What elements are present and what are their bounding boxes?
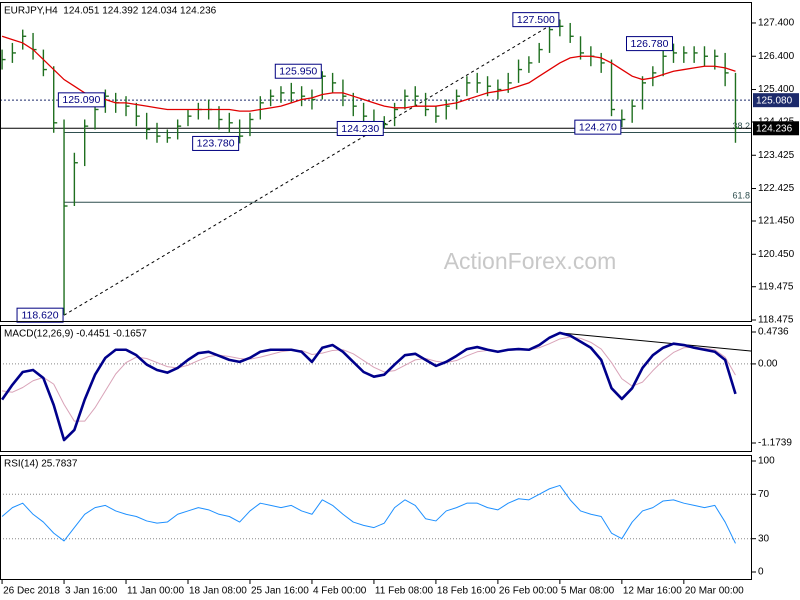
y-tick-label: 126.400 [758, 51, 795, 62]
trend-line [559, 332, 752, 352]
y-tick-label: 118.475 [758, 315, 794, 326]
level-label: 125.080 [756, 95, 793, 106]
annotation-label: 125.950 [279, 66, 317, 78]
x-tick-label: 5 Mar 08:00 [561, 586, 615, 597]
y-tick-label: 125.400 [758, 84, 795, 95]
annotation-label: 127.500 [517, 14, 555, 26]
indicator-line [2, 336, 736, 422]
indicator-line [1, 331, 737, 442]
x-tick-label: 26 Dec 2018 [3, 586, 60, 597]
watermark: ActionForex.com [444, 248, 617, 274]
annotation-box [57, 92, 105, 108]
annotation-label: 118.620 [21, 309, 58, 321]
annotation-box [192, 135, 240, 151]
y-tick-label: 127.400 [758, 18, 795, 29]
annotation-box [274, 63, 322, 79]
level-box [753, 121, 799, 136]
y-tick-label: 30 [758, 533, 770, 544]
x-tick-label: 11 Jan 00:00 [127, 586, 185, 597]
y-tick-label: 122.425 [758, 183, 795, 194]
annotation-box [336, 120, 384, 136]
panel-title: MACD(12,26,9) -0.4451 -0.1657 [4, 329, 147, 340]
panel [0, 331, 752, 442]
x-tick-label: 26 Feb 00:00 [499, 586, 558, 597]
y-tick-label: 0.00 [758, 359, 778, 370]
annotation-label: 126.780 [631, 38, 669, 50]
annotation-box [574, 119, 622, 135]
annotation-label: 124.270 [579, 121, 617, 133]
x-tick-label: 18 Feb 16:00 [437, 586, 496, 597]
y-tick-label: 70 [758, 489, 770, 500]
panel-border [0, 325, 752, 452]
panel-border [0, 2, 752, 322]
annotation-box [625, 36, 673, 52]
y-tick-label: 121.450 [758, 216, 795, 227]
annotation-label: 124.230 [341, 123, 379, 135]
fib-label: 61.8 [732, 191, 750, 201]
y-tick-label: 120.450 [758, 249, 795, 260]
x-tick-label: 12 Mar 16:00 [623, 586, 682, 597]
y-tick-label: 100 [758, 456, 775, 467]
y-tick-label: 0 [758, 567, 764, 578]
panel [0, 484, 752, 544]
x-tick-label: 18 Jan 08:00 [189, 586, 247, 597]
x-tick-label: 4 Feb 00:00 [313, 586, 367, 597]
fib-label: 38.2 [732, 121, 750, 131]
y-tick-label: -1.1739 [758, 438, 792, 449]
level-label: 124.236 [756, 123, 793, 134]
panel: ActionForex.com 38.2 61.8 [0, 19, 752, 316]
x-tick-label: 11 Feb 08:00 [375, 586, 434, 597]
y-tick-label: 123.425 [758, 150, 795, 161]
panel-title: RSI(14) 25.7837 [4, 459, 78, 470]
x-tick-label: 25 Jan 16:00 [251, 586, 309, 597]
annotation-box [16, 307, 64, 323]
panel-title: EURJPY,H4 124.051 124.392 124.034 124.23… [4, 6, 217, 17]
x-tick-label: 3 Jan 16:00 [65, 586, 118, 597]
annotation-label: 123.780 [197, 138, 235, 150]
trend-line [63, 19, 561, 316]
indicator-line [1, 484, 736, 544]
y-tick-label: 0.4736 [758, 327, 789, 338]
panel-border [0, 455, 752, 580]
y-tick-label: 119.475 [758, 281, 794, 292]
level-box [753, 93, 799, 108]
annotation-box [512, 12, 560, 28]
x-tick-label: 20 Mar 00:00 [685, 586, 744, 597]
moving-average [1, 35, 736, 112]
annotation-label: 125.090 [62, 94, 100, 106]
